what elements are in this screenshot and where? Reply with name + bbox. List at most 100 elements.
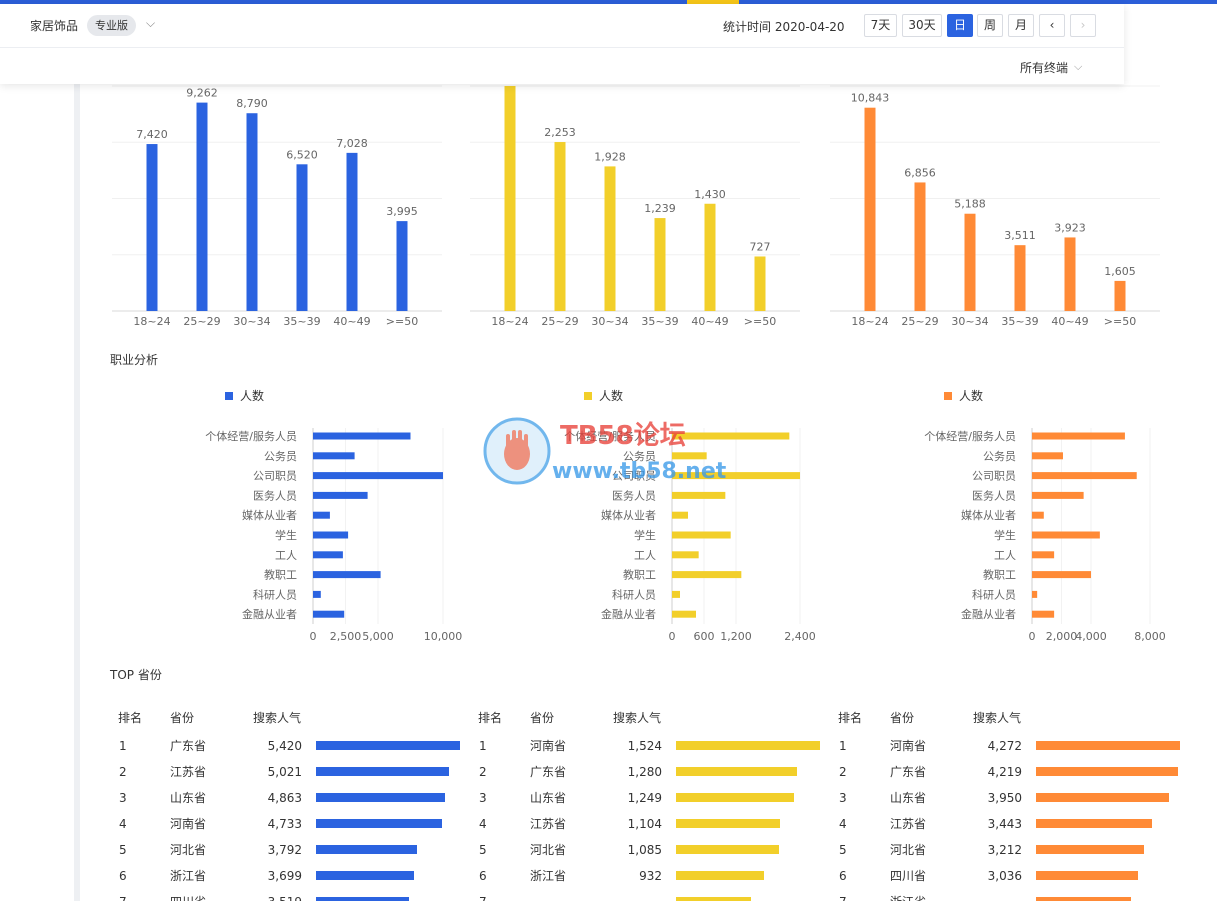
table-row[interactable]: 7 浙江省 <box>838 889 1198 901</box>
table-row[interactable]: 5 河北省 3,212 <box>838 837 1198 863</box>
bar[interactable] <box>1032 551 1055 559</box>
bar[interactable] <box>346 152 358 311</box>
bar[interactable] <box>1032 610 1055 618</box>
bar[interactable] <box>914 182 926 311</box>
legend-label[interactable]: 人数 <box>959 388 983 403</box>
bar[interactable] <box>1032 491 1084 499</box>
bar[interactable] <box>1032 432 1125 440</box>
bar[interactable] <box>672 472 800 480</box>
bar[interactable] <box>396 221 408 311</box>
bar[interactable] <box>1032 511 1044 519</box>
y-tick-label: 科研人员 <box>612 587 656 601</box>
chevron-right-icon: › <box>1080 18 1086 32</box>
terminal-chevron-down-icon[interactable]: ⌵ <box>1074 60 1083 73</box>
bar[interactable] <box>1032 472 1137 480</box>
popularity-bar <box>1036 819 1153 828</box>
bar[interactable] <box>754 256 766 311</box>
bar[interactable] <box>313 571 381 579</box>
province-cell: 浙江省 <box>890 889 926 901</box>
popularity-bar <box>316 767 450 776</box>
bar[interactable] <box>504 86 516 311</box>
table-row[interactable]: 7 四川省 3,519 <box>118 889 478 901</box>
y-tick-label: 工人 <box>634 549 656 562</box>
x-tick-label: 5,000 <box>362 630 394 643</box>
bar[interactable] <box>672 511 688 519</box>
bar[interactable] <box>313 531 349 539</box>
table-row[interactable]: 3 山东省 3,950 <box>838 785 1198 811</box>
table-row[interactable]: 5 河北省 3,792 <box>118 837 478 863</box>
bar[interactable] <box>672 610 696 618</box>
bar[interactable] <box>672 491 726 499</box>
table-row[interactable]: 1 广东省 5,420 <box>118 733 478 759</box>
bar[interactable] <box>672 571 742 579</box>
range-week-button[interactable]: 周 <box>977 14 1003 37</box>
table-row[interactable]: 1 河南省 1,524 <box>478 733 838 759</box>
bar[interactable] <box>296 164 308 311</box>
bar[interactable] <box>246 113 258 311</box>
bar[interactable] <box>654 218 666 311</box>
table-row[interactable]: 4 江苏省 3,443 <box>838 811 1198 837</box>
bar[interactable] <box>554 142 566 311</box>
prev-date-button[interactable]: ‹ <box>1039 14 1065 37</box>
bar[interactable] <box>196 102 208 311</box>
table-row[interactable]: 2 广东省 4,219 <box>838 759 1198 785</box>
province-cell: 山东省 <box>170 791 207 805</box>
legend-label[interactable]: 人数 <box>240 388 264 403</box>
bar[interactable] <box>313 610 345 618</box>
bar[interactable] <box>146 144 158 311</box>
table-row[interactable]: 6 四川省 3,036 <box>838 863 1198 889</box>
table-row[interactable]: 4 河南省 4,733 <box>118 811 478 837</box>
bar[interactable] <box>672 432 790 440</box>
bar[interactable] <box>1114 280 1126 311</box>
legend-swatch[interactable] <box>225 392 233 400</box>
bar[interactable] <box>672 590 680 598</box>
bar[interactable] <box>1032 590 1038 598</box>
bar[interactable] <box>1064 237 1076 311</box>
bar[interactable] <box>864 107 876 311</box>
legend-swatch[interactable] <box>944 392 952 400</box>
table-row[interactable]: 2 江苏省 5,021 <box>118 759 478 785</box>
table-row[interactable]: 6 浙江省 3,699 <box>118 863 478 889</box>
shop-name[interactable]: 家居饰品 <box>30 19 79 33</box>
table-row[interactable]: 6 浙江省 932 <box>478 863 838 889</box>
bar[interactable] <box>1032 571 1091 579</box>
search-value-cell: 1,104 <box>627 817 662 831</box>
y-tick-label: 教职工 <box>623 569 656 582</box>
table-row[interactable]: 5 河北省 1,085 <box>478 837 838 863</box>
chevron-down-icon[interactable]: ⌵ <box>146 16 156 30</box>
bar[interactable] <box>313 590 321 598</box>
table-row[interactable]: 1 河南省 4,272 <box>838 733 1198 759</box>
bar[interactable] <box>313 491 368 499</box>
y-tick-label: 科研人员 <box>253 587 297 601</box>
range-month-button[interactable]: 月 <box>1008 14 1034 37</box>
bar[interactable] <box>964 213 976 311</box>
legend-swatch[interactable] <box>584 392 592 400</box>
range-30d-button[interactable]: 30天 <box>902 14 942 37</box>
terminal-select[interactable]: 所有终端 <box>1020 61 1069 75</box>
bar[interactable] <box>1014 245 1026 311</box>
table-row[interactable]: 4 江苏省 1,104 <box>478 811 838 837</box>
table-row[interactable]: 3 山东省 1,249 <box>478 785 838 811</box>
popularity-bar <box>1036 741 1180 750</box>
bar[interactable] <box>604 166 616 311</box>
bar-value-label: 5,188 <box>954 198 986 211</box>
range-day-button[interactable]: 日 <box>947 14 973 37</box>
bar[interactable] <box>1032 452 1063 460</box>
bar[interactable] <box>672 531 731 539</box>
rank-cell: 5 <box>479 843 487 857</box>
next-date-button[interactable]: › <box>1070 14 1096 37</box>
table-row[interactable]: 7 <box>478 889 838 901</box>
table-row[interactable]: 2 广东省 1,280 <box>478 759 838 785</box>
bar[interactable] <box>313 432 411 440</box>
table-row[interactable]: 3 山东省 4,863 <box>118 785 478 811</box>
bar[interactable] <box>704 203 716 311</box>
bar[interactable] <box>1032 531 1100 539</box>
bar[interactable] <box>672 452 707 460</box>
bar[interactable] <box>313 452 355 460</box>
range-7d-button[interactable]: 7天 <box>864 14 897 37</box>
bar[interactable] <box>313 551 343 559</box>
bar[interactable] <box>313 511 330 519</box>
legend-label[interactable]: 人数 <box>599 388 623 403</box>
bar[interactable] <box>672 551 699 559</box>
bar[interactable] <box>313 472 443 480</box>
